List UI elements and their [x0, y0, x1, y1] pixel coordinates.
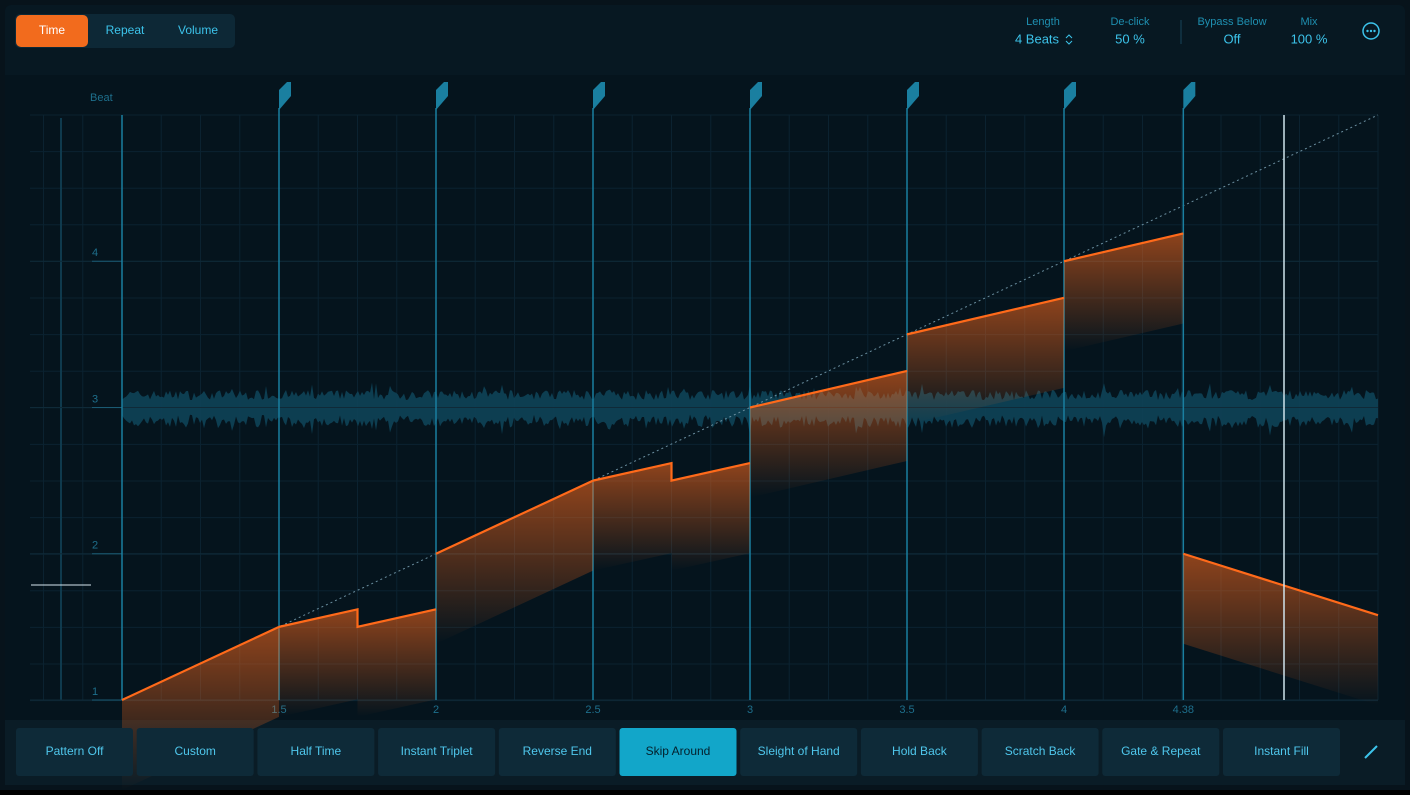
dot: [1373, 29, 1376, 33]
parameter-label: De-click: [1110, 16, 1150, 28]
segment-line: [1182, 552, 1379, 617]
segment-fade: [593, 463, 750, 571]
more-icon[interactable]: [1362, 22, 1380, 40]
x-tick-label: 4.38: [1173, 704, 1194, 716]
x-tick-label: 2: [433, 704, 439, 716]
pencil-icon[interactable]: [1364, 745, 1378, 759]
segment-fade: [907, 297, 1064, 425]
preset-label[interactable]: Skip Around: [646, 744, 711, 758]
preset-label[interactable]: Scratch Back: [1005, 744, 1077, 758]
preset-label[interactable]: Custom: [175, 744, 216, 758]
segment-line: [435, 479, 594, 555]
segment-line: [592, 461, 751, 482]
x-tick-label: 3: [747, 704, 753, 716]
segment-fade: [750, 370, 907, 498]
parameter-value[interactable]: 4 Beats: [1015, 31, 1060, 46]
segment-fade: [279, 609, 436, 717]
presets: Pattern Off Custom Half Time Instant Triple…: [16, 728, 1340, 776]
preset-button[interactable]: [1102, 728, 1220, 776]
preset-label[interactable]: Pattern Off: [46, 744, 104, 758]
preset-button-active[interactable]: [619, 728, 737, 776]
preset-label[interactable]: Half Time: [291, 744, 342, 758]
parameter-value[interactable]: 50 %: [1115, 31, 1145, 46]
segment-line: [1063, 232, 1184, 263]
x-tick-label: 2.5: [585, 704, 600, 716]
tab-active[interactable]: [16, 15, 88, 47]
segment-line: [749, 369, 908, 409]
y-tick-label: 3: [92, 393, 98, 405]
slice-flag[interactable]: [279, 82, 291, 110]
parameter-label: Length: [1026, 16, 1060, 28]
preset-button[interactable]: [378, 728, 496, 776]
tab[interactable]: Repeat: [106, 23, 145, 37]
dot: [1366, 29, 1369, 33]
preset-label[interactable]: Gate & Repeat: [1121, 744, 1201, 758]
y-tick-label: 2: [92, 540, 98, 552]
y-tick-label: 4: [92, 247, 98, 259]
slice-flag[interactable]: [1064, 82, 1076, 110]
parameter-value[interactable]: Off: [1223, 31, 1240, 46]
tab[interactable]: Volume: [178, 23, 218, 37]
slice-flag[interactable]: [593, 82, 605, 110]
x-tick-label: 3.5: [899, 704, 914, 716]
segment-fade: [1183, 553, 1378, 706]
preset-label[interactable]: Hold Back: [892, 744, 948, 758]
preset-button[interactable]: [740, 728, 858, 776]
preset-button[interactable]: [136, 728, 254, 776]
y-tick-label: 1: [92, 686, 98, 698]
stepper-icon: [1065, 34, 1073, 45]
x-tick-label: 4: [1061, 704, 1067, 716]
preset-button[interactable]: [1223, 728, 1340, 776]
slice-flag[interactable]: [1183, 82, 1196, 110]
slice-flag[interactable]: [750, 82, 762, 110]
preset-label[interactable]: Sleight of Hand: [758, 744, 840, 758]
slice-flag[interactable]: [436, 82, 448, 110]
preset-button[interactable]: [257, 728, 375, 776]
preset-label[interactable]: Instant Triplet: [401, 744, 474, 758]
segment-fade: [1064, 233, 1184, 352]
dot: [1369, 29, 1373, 33]
segment-line: [906, 296, 1065, 336]
preset-button[interactable]: [498, 728, 616, 776]
segment-fade: [436, 480, 593, 644]
segment-line: [278, 607, 437, 629]
parameter-value[interactable]: 100 %: [1291, 31, 1328, 46]
preset-button[interactable]: [981, 728, 1099, 776]
preset-label[interactable]: Reverse End: [523, 744, 592, 758]
preset-button[interactable]: [16, 728, 133, 776]
slice-flag[interactable]: [907, 82, 919, 110]
segment-line: [121, 625, 280, 701]
preset-label[interactable]: Instant Fill: [1254, 744, 1309, 758]
top-bar: Time Repeat Volume Length 4 Beats De-click 50 …: [15, 14, 1328, 48]
tab[interactable]: Time: [39, 23, 66, 37]
reference-line: [121, 114, 1379, 701]
pencil-button[interactable]: [1364, 745, 1378, 759]
parameter-label: Mix: [1300, 16, 1318, 28]
y-axis-title: Beat: [90, 92, 113, 104]
parameter-label: Bypass Below: [1197, 16, 1266, 28]
more-button[interactable]: [1362, 22, 1380, 40]
preset-button[interactable]: [860, 728, 978, 776]
